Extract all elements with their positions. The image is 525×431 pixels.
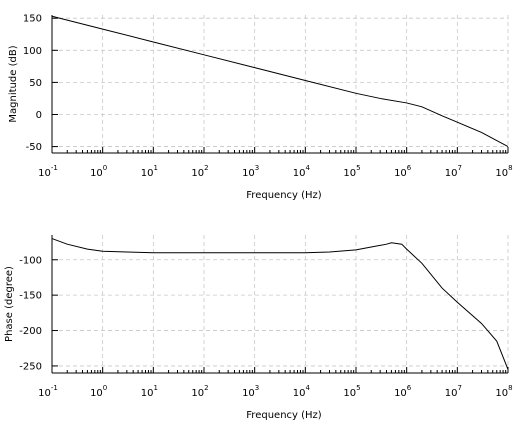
- x-tick-label: 100: [90, 164, 107, 179]
- x-tick-base: 10: [141, 168, 154, 179]
- x-tick-base: 10: [495, 168, 508, 179]
- x-tick-base: 10: [343, 388, 356, 399]
- x-tick-label: 102: [191, 384, 208, 399]
- x-tick-base: 10: [191, 388, 204, 399]
- y-tick-label: 150: [23, 14, 42, 25]
- x-tick-base: 10: [242, 388, 255, 399]
- x-tick-label: 104: [293, 384, 311, 399]
- magnitude-plot: 10-1 100 101 102 103 104 105 106 107 108-50050100…: [8, 14, 513, 201]
- x-tick-base: 10: [38, 168, 51, 179]
- x-axis-title: Frequency (Hz): [246, 410, 322, 421]
- y-tick-label: -150: [19, 291, 42, 302]
- x-tick-label: 103: [242, 164, 259, 179]
- y-tick-label: -250: [19, 361, 42, 372]
- x-tick-label: 106: [394, 164, 412, 179]
- x-tick-exponent: 4: [305, 164, 310, 172]
- x-tick-label: 101: [141, 384, 158, 399]
- x-tick-exponent: 2: [204, 164, 208, 172]
- x-tick-base: 10: [38, 388, 51, 399]
- y-axis-title: Magnitude (dB): [8, 45, 19, 122]
- x-tick-label: 105: [343, 384, 360, 399]
- x-tick-label: 108: [495, 164, 512, 179]
- x-tick-label: 102: [191, 164, 208, 179]
- magnitude-curve: [51, 15, 509, 148]
- y-tick-label: 100: [23, 46, 42, 57]
- x-tick-label: 100: [90, 384, 107, 399]
- x-tick-label: 10-1: [38, 384, 58, 399]
- x-tick-exponent: 5: [356, 384, 360, 392]
- x-tick-exponent: 4: [305, 384, 310, 392]
- x-tick-base: 10: [445, 168, 458, 179]
- x-tick-exponent: 3: [255, 384, 259, 392]
- x-tick-base: 10: [293, 388, 306, 399]
- x-tick-exponent: 6: [407, 164, 412, 172]
- x-tick-label: 101: [141, 164, 158, 179]
- x-tick-base: 10: [90, 388, 103, 399]
- x-tick-base: 10: [141, 388, 154, 399]
- x-tick-base: 10: [293, 168, 306, 179]
- x-tick-base: 10: [394, 168, 407, 179]
- x-tick-base: 10: [445, 388, 458, 399]
- x-tick-label: 107: [445, 384, 462, 399]
- x-tick-exponent: 7: [457, 164, 461, 172]
- x-tick-label: 103: [242, 384, 259, 399]
- x-tick-label: 10-1: [38, 164, 58, 179]
- x-tick-label: 105: [343, 164, 360, 179]
- x-tick-exponent: 1: [153, 384, 157, 392]
- x-tick-base: 10: [191, 168, 204, 179]
- x-tick-exponent: 2: [204, 384, 208, 392]
- x-tick-exponent: 1: [153, 164, 157, 172]
- x-tick-label: 108: [495, 384, 512, 399]
- y-tick-label: 0: [36, 110, 42, 121]
- x-tick-label: 106: [394, 384, 412, 399]
- x-tick-exponent: 6: [407, 384, 412, 392]
- x-tick-exponent: 8: [508, 384, 512, 392]
- x-tick-label: 107: [445, 164, 462, 179]
- x-tick-exponent: -1: [51, 384, 58, 392]
- x-tick-exponent: 3: [255, 164, 259, 172]
- x-tick-base: 10: [343, 168, 356, 179]
- x-tick-label: 104: [293, 164, 311, 179]
- x-tick-base: 10: [495, 388, 508, 399]
- x-tick-base: 10: [90, 168, 103, 179]
- x-tick-base: 10: [394, 388, 407, 399]
- y-tick-label: -50: [26, 142, 42, 153]
- x-tick-exponent: 8: [508, 164, 512, 172]
- phase-curve: [51, 238, 509, 370]
- y-tick-label: -100: [19, 255, 42, 266]
- x-tick-exponent: -1: [51, 164, 58, 172]
- phase-plot: 10-1 100 101 102 103 104 105 106 107 108-250-200-…: [4, 235, 513, 421]
- x-axis-title: Frequency (Hz): [246, 190, 322, 201]
- x-tick-exponent: 7: [457, 384, 461, 392]
- y-tick-label: 50: [29, 78, 42, 89]
- y-axis-title: Phase (degree): [4, 266, 15, 342]
- y-tick-label: -200: [19, 326, 42, 337]
- x-tick-exponent: 0: [103, 164, 107, 172]
- x-tick-base: 10: [242, 168, 255, 179]
- x-tick-exponent: 0: [103, 384, 107, 392]
- x-tick-exponent: 5: [356, 164, 360, 172]
